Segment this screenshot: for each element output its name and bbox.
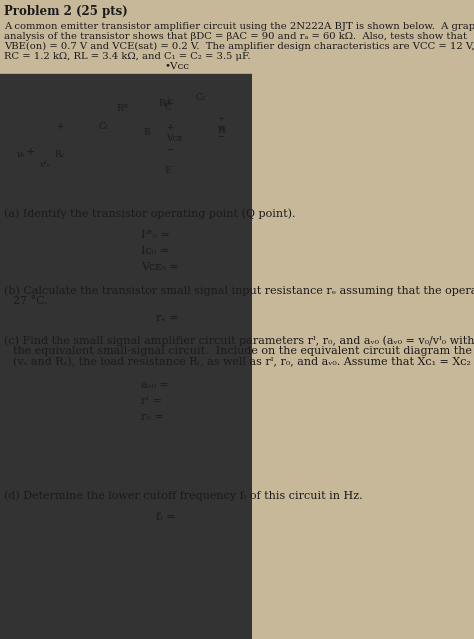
Text: Iᴄ₀ =: Iᴄ₀ =: [141, 246, 169, 256]
Text: C₁: C₁: [99, 122, 109, 131]
Text: RC = 1.2 kΩ, RL = 3.4 kΩ, and C₁ = C₂ = 3.5 μF.: RC = 1.2 kΩ, RL = 3.4 kΩ, and C₁ = C₂ = …: [4, 52, 251, 61]
Bar: [118, 93, 127, 123]
Text: r₀ =: r₀ =: [141, 412, 164, 422]
Text: (c) Find the small signal amplifier circuit parameters rᴵ, r₀, and aᵥ₀ (aᵥ₀ = v₀: (c) Find the small signal amplifier circ…: [4, 335, 474, 346]
Text: (b) Calculate the transistor small signal input resistance rₑ assuming that the : (b) Calculate the transistor small signa…: [4, 285, 474, 296]
Text: A common emitter transistor amplifier circuit using the 2N222A BJT is shown belo: A common emitter transistor amplifier ci…: [4, 22, 474, 31]
Text: E: E: [165, 166, 172, 174]
Bar: [209, 110, 216, 150]
Text: VBE(on) = 0.7 V and VCE(sat) = 0.2 V.  The amplifier design characteristics are : VBE(on) = 0.7 V and VCE(sat) = 0.2 V. Th…: [4, 42, 474, 51]
Bar: [161, 93, 169, 113]
Text: vᴵₙ: vᴵₙ: [40, 160, 51, 169]
Text: +
Vᴄᴇ
−: + Vᴄᴇ −: [166, 123, 182, 153]
Text: Rᴄ: Rᴄ: [159, 98, 171, 107]
Text: +: +: [56, 122, 64, 131]
Text: fₗ =: fₗ =: [156, 512, 176, 522]
Text: rᴵ =: rᴵ =: [141, 396, 162, 406]
Text: Rₛ: Rₛ: [55, 150, 64, 159]
Text: aᵥ₀ =: aᵥ₀ =: [141, 380, 169, 390]
Text: (vₛ and Rₛ), the load resistance Rₗ, as well as rᴵ, r₀, and aᵥ₀. Assume that Xᴄ₁: (vₛ and Rₛ), the load resistance Rₗ, as …: [13, 357, 474, 367]
Text: vₛ: vₛ: [17, 150, 25, 158]
Text: (a) Identify the transistor operating point (Q point).: (a) Identify the transistor operating po…: [4, 208, 296, 219]
Text: +
v₀
−: + v₀ −: [217, 115, 225, 141]
Text: Iᴭ₀ =: Iᴭ₀ =: [141, 230, 170, 240]
Text: +: +: [26, 147, 35, 157]
Text: Vᴄᴇ₀ =: Vᴄᴇ₀ =: [141, 262, 179, 272]
Text: •Vᴄᴄ: •Vᴄᴄ: [165, 62, 190, 71]
Bar: [52, 129, 67, 143]
Text: the equivalent small-signal circuit.  Include on the equivalent circuit diagram : the equivalent small-signal circuit. Inc…: [13, 346, 474, 356]
Text: (d) Determine the lower cutoff frequency fₗ of this circuit in Hz.: (d) Determine the lower cutoff frequency…: [4, 490, 363, 500]
Text: iᴄ: iᴄ: [167, 97, 175, 106]
Text: C: C: [165, 102, 172, 111]
Text: analysis of the transistor shows that βDC = βAC = 90 and rₐ = 60 kΩ.  Also, test: analysis of the transistor shows that βD…: [4, 32, 467, 41]
Text: Problem 2 (25 pts): Problem 2 (25 pts): [4, 5, 128, 18]
Text: C₂: C₂: [196, 93, 206, 102]
Text: Rₗ: Rₗ: [217, 125, 226, 134]
Text: Rᴭ: Rᴭ: [116, 104, 128, 112]
Text: B: B: [143, 128, 150, 137]
Text: 27 °C.: 27 °C.: [13, 296, 47, 306]
Text: rₑ =: rₑ =: [156, 313, 179, 323]
